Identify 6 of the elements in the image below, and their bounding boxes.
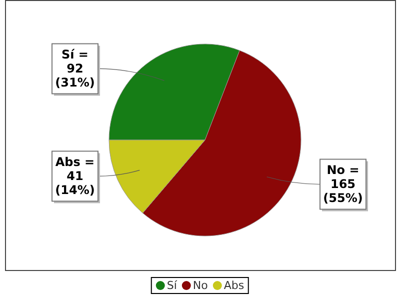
- legend-label: No: [192, 279, 208, 292]
- legend-label: Abs: [222, 279, 244, 292]
- data-label: Sí = 92 (31%): [55, 48, 95, 90]
- data-label: Abs = 41 (14%): [55, 155, 95, 198]
- data-label: No = 165 (55%): [323, 163, 363, 206]
- legend-label: Sí: [166, 279, 177, 292]
